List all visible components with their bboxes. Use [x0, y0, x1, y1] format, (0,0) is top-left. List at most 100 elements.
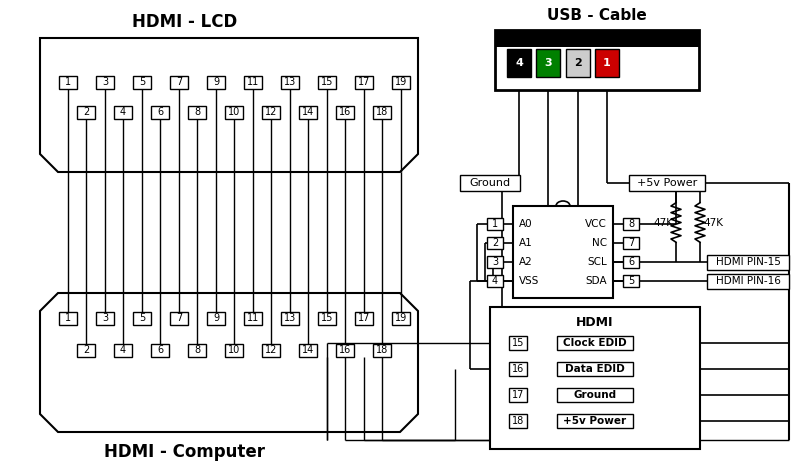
- Bar: [507, 49, 531, 77]
- Text: VCC: VCC: [585, 219, 607, 229]
- Text: 4: 4: [120, 107, 126, 117]
- Text: 1: 1: [603, 58, 611, 68]
- Bar: [460, 175, 520, 191]
- Text: 11: 11: [247, 313, 259, 323]
- Text: SCL: SCL: [587, 257, 607, 267]
- Bar: [392, 75, 410, 88]
- Bar: [244, 75, 262, 88]
- Text: 8: 8: [628, 219, 634, 229]
- Text: 18: 18: [512, 416, 524, 426]
- Text: 13: 13: [284, 77, 296, 87]
- Text: 9: 9: [213, 313, 219, 323]
- Text: 4: 4: [492, 276, 498, 286]
- Text: HDMI PIN-16: HDMI PIN-16: [715, 276, 781, 286]
- Text: 47K: 47K: [703, 218, 723, 227]
- Bar: [509, 336, 527, 350]
- Text: 7: 7: [628, 238, 634, 248]
- Bar: [557, 336, 633, 350]
- Bar: [114, 105, 132, 118]
- Bar: [318, 75, 336, 88]
- Text: 18: 18: [376, 107, 388, 117]
- Bar: [59, 75, 77, 88]
- Bar: [513, 206, 613, 298]
- Text: 3: 3: [544, 58, 552, 68]
- Bar: [77, 344, 95, 357]
- Bar: [96, 312, 114, 324]
- Bar: [707, 255, 789, 270]
- Bar: [244, 312, 262, 324]
- Text: 2: 2: [83, 345, 89, 355]
- Text: 11: 11: [247, 77, 259, 87]
- Text: A1: A1: [519, 238, 533, 248]
- Text: 12: 12: [265, 107, 277, 117]
- Text: +5v Power: +5v Power: [563, 416, 626, 426]
- Bar: [96, 75, 114, 88]
- Bar: [595, 49, 619, 77]
- Bar: [623, 218, 639, 230]
- Bar: [557, 414, 633, 428]
- Bar: [170, 75, 188, 88]
- Bar: [299, 105, 317, 118]
- Bar: [59, 312, 77, 324]
- Text: 2: 2: [83, 107, 89, 117]
- Text: 8: 8: [194, 107, 200, 117]
- Text: 1: 1: [65, 77, 71, 87]
- Bar: [373, 344, 391, 357]
- Text: 17: 17: [358, 77, 370, 87]
- Text: HDMI: HDMI: [576, 316, 614, 329]
- Text: HDMI - Computer: HDMI - Computer: [105, 443, 266, 461]
- Text: 17: 17: [358, 313, 370, 323]
- Text: 15: 15: [512, 338, 524, 348]
- Text: 3: 3: [102, 77, 108, 87]
- Text: 5: 5: [139, 77, 145, 87]
- Text: Clock EDID: Clock EDID: [563, 338, 627, 348]
- Bar: [188, 105, 206, 118]
- Text: 2: 2: [492, 238, 498, 248]
- Bar: [566, 49, 590, 77]
- Bar: [281, 75, 299, 88]
- Text: 19: 19: [395, 313, 407, 323]
- Text: 8: 8: [194, 345, 200, 355]
- Bar: [355, 75, 373, 88]
- Bar: [151, 105, 169, 118]
- Bar: [373, 105, 391, 118]
- Bar: [707, 273, 789, 288]
- Bar: [207, 312, 225, 324]
- Text: NC: NC: [592, 238, 607, 248]
- Text: 10: 10: [228, 107, 240, 117]
- Bar: [114, 344, 132, 357]
- Bar: [336, 105, 354, 118]
- Bar: [170, 312, 188, 324]
- Bar: [509, 414, 527, 428]
- Text: 47K: 47K: [653, 218, 673, 227]
- Text: 7: 7: [176, 313, 182, 323]
- Text: 7: 7: [176, 77, 182, 87]
- Text: Ground: Ground: [574, 390, 617, 400]
- Text: HDMI PIN-15: HDMI PIN-15: [715, 257, 781, 267]
- Text: 9: 9: [213, 77, 219, 87]
- Text: 5: 5: [628, 276, 634, 286]
- Bar: [188, 344, 206, 357]
- Text: 3: 3: [102, 313, 108, 323]
- Bar: [487, 218, 503, 230]
- Text: 1: 1: [492, 219, 498, 229]
- Text: 4: 4: [120, 345, 126, 355]
- Bar: [509, 388, 527, 402]
- Bar: [623, 275, 639, 287]
- Bar: [299, 344, 317, 357]
- Bar: [487, 256, 503, 268]
- Bar: [262, 105, 280, 118]
- Text: 16: 16: [339, 345, 351, 355]
- Bar: [207, 75, 225, 88]
- Bar: [318, 312, 336, 324]
- Bar: [623, 237, 639, 249]
- Text: 6: 6: [157, 345, 163, 355]
- Bar: [509, 362, 527, 376]
- Bar: [392, 312, 410, 324]
- Text: USB - Cable: USB - Cable: [547, 7, 647, 22]
- Text: 17: 17: [512, 390, 524, 400]
- Text: 13: 13: [284, 313, 296, 323]
- Bar: [557, 362, 633, 376]
- Text: 6: 6: [628, 257, 634, 267]
- Bar: [225, 344, 243, 357]
